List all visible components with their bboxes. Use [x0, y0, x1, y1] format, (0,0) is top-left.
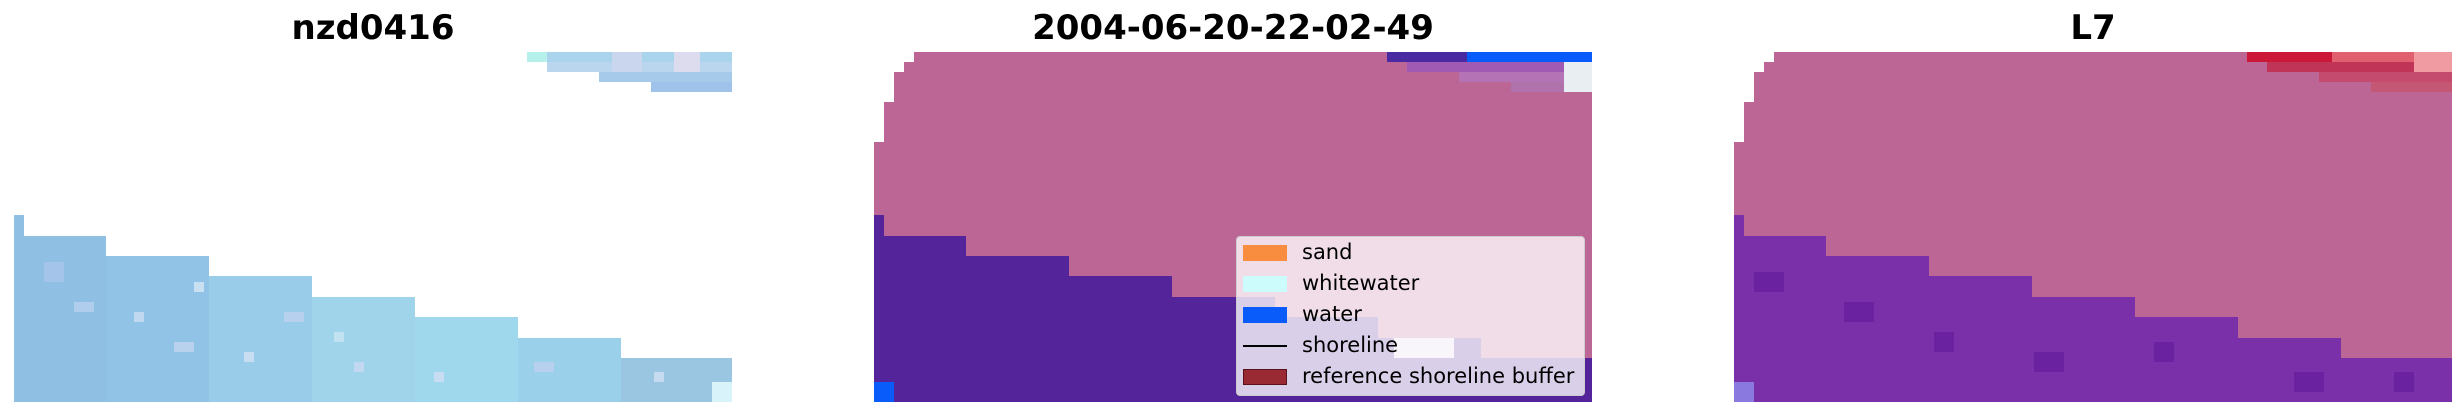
legend-label-sand: sand — [1302, 240, 1353, 264]
legend-label-reference-buffer: reference shoreline buffer — [1302, 364, 1575, 388]
l7-masked-edge — [1734, 52, 1774, 142]
legend-swatch-water — [1243, 307, 1287, 323]
legend-item-reference-buffer: reference shoreline buffer — [1237, 362, 1584, 388]
legend-label-water: water — [1302, 302, 1362, 326]
legend: sand whitewater water shoreline referenc… — [1236, 236, 1585, 396]
classified-top-right — [1387, 52, 1592, 92]
l7-top-right-red — [2247, 52, 2452, 92]
panel-title-l7: L7 — [2070, 8, 2116, 48]
legend-swatch-sand — [1243, 245, 1287, 261]
image-top-right-water — [527, 52, 732, 92]
legend-line-shoreline — [1243, 345, 1287, 347]
legend-swatch-whitewater — [1243, 276, 1287, 292]
legend-item-whitewater: whitewater — [1237, 269, 1584, 295]
legend-label-whitewater: whitewater — [1302, 271, 1420, 295]
image-bottom-water — [14, 215, 732, 402]
legend-item-water: water — [1237, 300, 1584, 326]
legend-item-shoreline: shoreline — [1237, 331, 1584, 357]
classified-masked-edge — [874, 52, 914, 142]
legend-label-shoreline: shoreline — [1302, 333, 1399, 357]
l7-image-panel — [1734, 52, 2452, 402]
panel-title-classified: 2004-06-20-22-02-49 — [1032, 8, 1434, 48]
classified-water-corner — [874, 382, 894, 402]
l7-water-texture — [1734, 272, 2414, 402]
satellite-image-panel — [14, 52, 732, 402]
legend-swatch-reference-buffer — [1243, 369, 1287, 385]
panel-title-image: nzd0416 — [291, 8, 455, 48]
legend-item-sand: sand — [1237, 238, 1584, 264]
l7-water-overlay — [1734, 215, 2452, 402]
